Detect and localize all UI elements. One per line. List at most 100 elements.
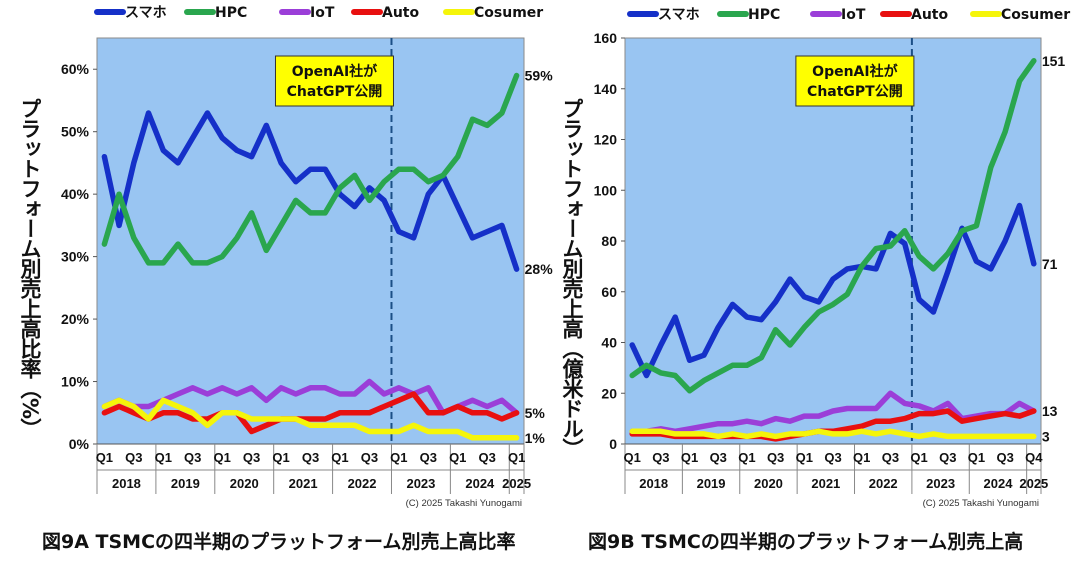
fig9b-quarter-label: Q1 — [738, 450, 755, 465]
fig9a-year-label: 2018 — [112, 476, 141, 491]
fig9b-copyright: (C) 2025 Takashi Yunogami — [923, 498, 1039, 509]
fig9a-ylabel: プラットフォーム別売上高比率（%） — [18, 98, 42, 438]
fig9b-ytick-label: 0 — [609, 436, 617, 452]
fig9b-ytick-label: 80 — [601, 233, 617, 249]
fig9b-ytick-label: 120 — [594, 132, 618, 148]
fig9a-annotation-text: ChatGPT公開 — [287, 84, 383, 100]
fig9a-ytick-label: 50% — [61, 124, 90, 140]
fig9b-year-label: 2025 — [1019, 476, 1048, 491]
fig9a-quarter-label: Q1 — [272, 450, 289, 465]
caption-fig9b: 図9B TSMCの四半期のプラットフォーム別売上高 — [588, 531, 1024, 553]
fig9a-legend-label: スマホ — [125, 5, 167, 21]
fig9a-year-label: 2022 — [348, 476, 377, 491]
fig9b-ytick-label: 100 — [594, 182, 618, 198]
fig9b-ytick-label: 40 — [601, 335, 617, 351]
fig9b-quarter-label: Q3 — [882, 450, 899, 465]
fig9b-end-label: 71 — [1042, 256, 1058, 272]
fig9a-quarter-label: Q3 — [479, 450, 496, 465]
fig9b-quarter-label: Q1 — [624, 450, 641, 465]
fig9a-year-label: 2023 — [406, 476, 435, 491]
fig9a-quarter-label: Q1 — [331, 450, 348, 465]
fig9b-quarter-label: Q1 — [796, 450, 813, 465]
fig9a-end-label: 5% — [525, 405, 546, 421]
fig9b-year-label: 2019 — [697, 476, 726, 491]
fig9b-legend-label: スマホ — [658, 7, 700, 23]
fig9b-quarter-label: Q3 — [652, 450, 669, 465]
fig9b-series-line — [629, 58, 1037, 394]
fig9a-legend-label: IoT — [310, 5, 335, 21]
fig9a-series-line — [101, 110, 520, 272]
fig9a-year-label: 2021 — [289, 476, 318, 491]
fig9a-annotation-text: OpenAI社が — [292, 63, 378, 80]
fig9a-quarter-label: Q3 — [302, 450, 319, 465]
fig9a-ytick-label: 0% — [69, 436, 90, 452]
fig9a-series-line — [101, 391, 520, 435]
fig9a-legend-label: Auto — [382, 5, 419, 21]
fig9a-quarter-label: Q3 — [125, 450, 142, 465]
fig9b-quarter-label: Q1 — [910, 450, 927, 465]
fig9a-end-label: 1% — [525, 430, 546, 446]
fig9b-year-label: 2022 — [869, 476, 898, 491]
fig9b-year-label: 2020 — [754, 476, 783, 491]
fig9a-annotation-box — [274, 55, 394, 107]
fig9b-quarter-label: Q1 — [681, 450, 698, 465]
fig9b-quarter-label: Q1 — [968, 450, 985, 465]
fig9a-quarter-label: Q1 — [390, 450, 407, 465]
fig9b-ytick-label: 160 — [594, 30, 618, 46]
fig9b-ylabel: プラットフォーム別売上高（億米ドル） — [560, 98, 584, 458]
fig9b-end-label: 13 — [1042, 403, 1058, 419]
fig9b-annotation-box — [795, 55, 915, 107]
fig9a-ytick-label: 40% — [61, 186, 90, 202]
fig9b-quarter-label: Q3 — [767, 450, 784, 465]
fig9b-quarter-label: Q3 — [996, 450, 1013, 465]
fig9a-quarter-label: Q1 — [213, 450, 230, 465]
fig9a-year-label: 2020 — [230, 476, 259, 491]
fig9b-quarter-label: Q3 — [939, 450, 956, 465]
fig9b-legend-label: IoT — [841, 7, 866, 23]
fig9a-quarter-label: Q1 — [96, 450, 113, 465]
fig9b-quarter-label: Q3 — [710, 450, 727, 465]
fig9b-year-label: 2023 — [926, 476, 955, 491]
fig9a-quarter-label: Q3 — [420, 450, 437, 465]
fig9a-quarter-label: Q3 — [184, 450, 201, 465]
fig9b-legend-label: HPC — [748, 7, 780, 23]
caption-fig9a: 図9A TSMCの四半期のプラットフォーム別売上高比率 — [42, 531, 516, 553]
fig9b-end-label: 3 — [1042, 428, 1050, 444]
fig9a-ytick-label: 10% — [61, 374, 90, 390]
fig9b-ytick-label: 140 — [594, 81, 618, 97]
fig9b-annotation-text: OpenAI社が — [812, 63, 898, 80]
fig9a-quarter-label: Q3 — [361, 450, 378, 465]
fig9a-quarter-label: Q1 — [449, 450, 466, 465]
fig9b-quarter-label: Q4 — [1025, 450, 1043, 465]
fig9a-end-label: 59% — [525, 67, 554, 83]
fig9b-ytick-label: 20 — [601, 385, 617, 401]
fig9b-ytick-label: 60 — [601, 284, 617, 300]
fig9a-ytick-label: 60% — [61, 61, 90, 77]
fig9a-year-label: 2024 — [465, 476, 495, 491]
fig9b-year-label: 2024 — [984, 476, 1014, 491]
fig9a-legend-label: Cosumer — [474, 5, 543, 21]
fig9a-quarter-label: Q1 — [155, 450, 172, 465]
fig9a-year-label: 2019 — [171, 476, 200, 491]
fig9a-year-label: 2025 — [502, 476, 531, 491]
fig9b-series-line — [629, 202, 1037, 379]
fig9a-series-line — [101, 72, 520, 266]
fig9b-end-label: 151 — [1042, 53, 1066, 69]
fig9b-annotation-text: ChatGPT公開 — [807, 84, 903, 100]
fig9b-year-label: 2021 — [811, 476, 840, 491]
fig9a-series-line — [101, 397, 520, 441]
fig9b-quarter-label: Q1 — [853, 450, 870, 465]
fig9a-ytick-label: 20% — [61, 311, 90, 327]
fig9a-end-label: 28% — [525, 261, 554, 277]
fig9b-quarter-label: Q3 — [824, 450, 841, 465]
fig9a-legend-label: HPC — [215, 5, 247, 21]
fig9b-series-line — [629, 428, 1037, 440]
fig9b-year-label: 2018 — [639, 476, 668, 491]
fig9b-legend-label: Cosumer — [1001, 7, 1070, 23]
fig9a-ytick-label: 30% — [61, 249, 90, 265]
fig9a-copyright: (C) 2025 Takashi Yunogami — [406, 498, 522, 509]
fig9a-quarter-label: Q1 — [508, 450, 525, 465]
fig9a-quarter-label: Q3 — [243, 450, 260, 465]
fig9b-legend-label: Auto — [911, 7, 948, 23]
